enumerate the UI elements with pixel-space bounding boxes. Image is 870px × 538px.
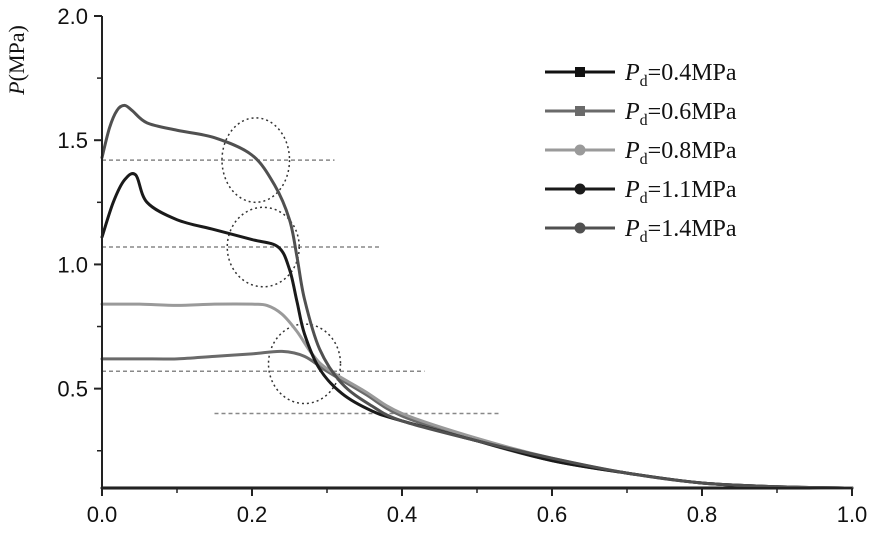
legend-marker-square (575, 106, 585, 116)
y-axis-title: P(MPa) (4, 25, 29, 96)
legend-marker-circle (574, 183, 586, 195)
axes (101, 16, 852, 489)
y-axis-title-unit: (MPa) (4, 25, 29, 81)
x-tick-label: 0.6 (537, 502, 568, 527)
dotted-highlight-circle (267, 323, 342, 405)
legend-marker-circle (574, 222, 586, 234)
dotted-highlight-circle (221, 117, 291, 204)
series-line-3 (100, 302, 854, 490)
x-tick-label: 0.4 (387, 502, 418, 527)
series-line-5 (100, 103, 854, 490)
legend-marker-circle (574, 144, 586, 156)
x-tick-label: 0.0 (87, 502, 118, 527)
x-tick-label: 0.8 (687, 502, 718, 527)
legend-label-4: Pd=1.1MPa (624, 177, 737, 207)
y-tick-label: 1.0 (57, 252, 88, 277)
dotted-highlight-circle (226, 206, 300, 288)
plot-annotations (102, 117, 500, 415)
legend-label-3: Pd=0.8MPa (624, 138, 737, 168)
y-tick-label: 2.0 (57, 4, 88, 29)
legend-label-5: Pd=1.4MPa (624, 216, 737, 246)
legend-marker-square (575, 67, 585, 77)
x-tick-label: 1.0 (837, 502, 868, 527)
plot-series (100, 103, 854, 490)
y-axis-title-symbol: P (4, 81, 29, 95)
x-tick-label: 0.2 (237, 502, 268, 527)
legend-label-2: Pd=0.6MPa (624, 99, 737, 129)
y-tick-label: 0.5 (57, 377, 88, 402)
y-ticks: 0.5 1.0 1.5 2.0 (57, 4, 102, 452)
legend-label-1: Pd=0.4MPa (624, 60, 737, 90)
x-ticks: 0.0 0.2 0.4 0.6 0.8 1.0 (87, 488, 868, 527)
legend: Pd=0.4MPa Pd=0.6MPa Pd=0.8MPa Pd=1.1MPa Pd=1… (545, 60, 737, 246)
y-tick-label: 1.5 (57, 128, 88, 153)
